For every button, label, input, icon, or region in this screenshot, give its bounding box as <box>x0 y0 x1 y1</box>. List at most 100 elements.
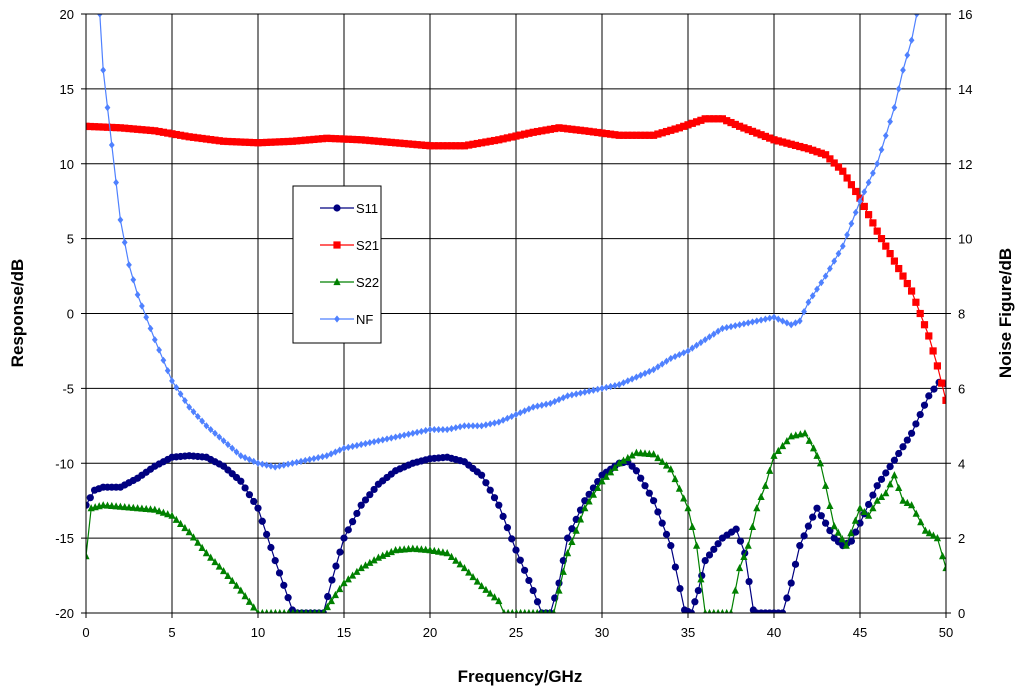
point-s11 <box>745 577 753 586</box>
point-s22 <box>925 529 933 537</box>
point-s22 <box>426 546 434 554</box>
point-nf <box>422 426 429 435</box>
point-s11 <box>920 401 929 409</box>
point-s22 <box>435 547 443 555</box>
legend-marker-s11 <box>333 204 341 212</box>
point-s11 <box>332 562 340 570</box>
point-s11 <box>628 462 636 470</box>
point-s22 <box>942 563 946 572</box>
point-s22 <box>895 483 903 492</box>
point-s22 <box>779 441 787 450</box>
point-s21 <box>847 181 855 189</box>
point-nf <box>263 461 270 469</box>
point-nf <box>904 51 911 59</box>
point-nf <box>689 344 696 352</box>
point-s21 <box>293 137 301 145</box>
series-layer <box>86 14 946 613</box>
point-s21 <box>125 124 133 133</box>
point-s21 <box>925 332 933 340</box>
point-nf <box>143 313 150 321</box>
point-s22 <box>506 608 511 613</box>
point-s21 <box>701 115 709 123</box>
point-s22 <box>255 608 261 613</box>
point-s21 <box>555 124 563 132</box>
x-tick-label: 35 <box>681 625 695 640</box>
point-s22 <box>917 518 925 526</box>
point-s11 <box>258 517 266 525</box>
point-s21 <box>361 136 370 144</box>
point-nf <box>431 425 438 434</box>
point-s22 <box>770 451 778 459</box>
legend-label-s21: S21 <box>356 238 379 253</box>
point-s11 <box>809 513 817 521</box>
point-s21 <box>611 131 619 139</box>
point-s11 <box>370 485 378 494</box>
point-s21 <box>99 123 107 131</box>
point-s11 <box>280 581 288 589</box>
point-s11 <box>344 526 352 534</box>
point-s22 <box>551 608 556 613</box>
point-nf <box>839 242 846 250</box>
point-s11 <box>908 429 916 437</box>
point-s22 <box>321 608 326 613</box>
point-nf <box>487 420 494 428</box>
point-s11 <box>324 592 332 601</box>
point-s21 <box>460 142 468 150</box>
point-nf <box>440 425 446 434</box>
y-tick-label: 15 <box>60 82 74 97</box>
point-s21 <box>822 151 830 159</box>
point-s22 <box>303 608 308 613</box>
point-nf <box>543 400 549 408</box>
point-nf <box>268 462 274 470</box>
point-nf <box>427 425 433 434</box>
point-s22 <box>594 483 602 492</box>
point-nf <box>113 178 119 187</box>
point-nf <box>801 308 807 316</box>
point-nf <box>762 315 769 323</box>
point-s22 <box>707 608 712 613</box>
point-s21 <box>791 141 800 150</box>
point-nf <box>560 394 567 402</box>
point-nf <box>732 322 739 330</box>
point-nf <box>766 314 773 322</box>
point-nf <box>521 407 528 415</box>
point-s22 <box>286 608 291 613</box>
point-s21 <box>594 128 602 137</box>
point-nf <box>827 264 833 273</box>
point-s21 <box>349 135 357 144</box>
point-nf <box>513 410 519 419</box>
point-nf <box>551 397 558 406</box>
point-s21 <box>684 121 692 129</box>
point-s22 <box>658 457 666 465</box>
point-s21 <box>465 141 473 149</box>
point-nf <box>216 433 223 441</box>
point-s11 <box>694 586 702 595</box>
y2-axis-title: Noise Figure/dB <box>996 248 1015 378</box>
point-s21 <box>748 127 757 135</box>
point-nf <box>809 292 816 300</box>
point-nf <box>255 459 261 467</box>
point-nf <box>796 317 803 325</box>
point-s21 <box>783 139 791 147</box>
point-s21 <box>761 132 769 141</box>
point-s11 <box>796 542 804 550</box>
point-s21 <box>228 138 236 146</box>
point-s21 <box>409 140 417 148</box>
point-s22 <box>886 480 894 488</box>
point-nf <box>852 208 859 217</box>
point-s22 <box>801 429 809 437</box>
point-s11 <box>658 519 666 527</box>
y2-tick-label: 0 <box>958 606 965 621</box>
point-s22 <box>774 446 782 454</box>
point-s22 <box>555 586 563 594</box>
point-s22 <box>873 496 881 504</box>
point-nf <box>117 216 124 224</box>
point-s21 <box>680 122 688 130</box>
point-nf <box>130 276 137 284</box>
point-s22 <box>654 453 662 462</box>
point-s21 <box>796 142 804 151</box>
point-s22 <box>439 548 447 556</box>
point-s22 <box>938 551 946 560</box>
point-s22 <box>473 577 481 585</box>
